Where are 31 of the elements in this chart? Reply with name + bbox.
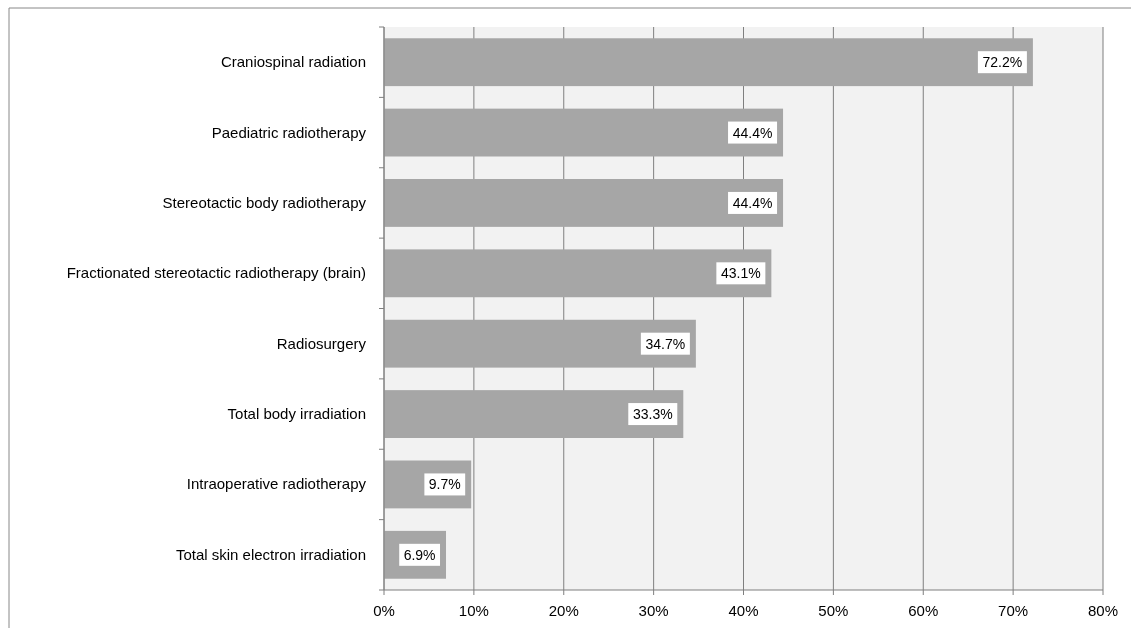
y-tick-label: Total skin electron irradiation — [175, 545, 366, 563]
bar — [384, 249, 772, 298]
y-tick-label: Intraoperative radiotherapy — [186, 475, 367, 493]
data-label: 6.9% — [403, 546, 436, 563]
x-tick-label: 70% — [998, 602, 1029, 619]
x-tick-label: 20% — [548, 602, 579, 619]
bar — [384, 319, 696, 368]
data-label: 9.7% — [428, 476, 461, 493]
y-tick-label: Fractionated stereotactic radiotherapy (brain) — [66, 264, 366, 282]
x-tick-label: 0% — [373, 602, 395, 619]
data-label: 34.7% — [645, 335, 686, 352]
bar — [384, 179, 784, 227]
x-tick-label: 80% — [1087, 602, 1119, 619]
x-tick-label: 60% — [908, 602, 939, 619]
data-label: 72.2% — [982, 54, 1023, 71]
bar — [384, 108, 784, 157]
x-tick-label: 40% — [728, 602, 759, 619]
data-label: 44.4% — [732, 124, 773, 141]
y-tick-label: Paediatric radiotherapy — [211, 123, 367, 141]
bar — [384, 38, 1033, 87]
y-tick-label: Craniospinal radiation — [220, 53, 366, 71]
x-tick-label: 50% — [818, 602, 849, 619]
data-label: 43.1% — [721, 265, 761, 282]
data-label: 33.3% — [632, 406, 673, 423]
x-tick-label: 30% — [638, 602, 669, 619]
y-tick-label: Total body irradiation — [227, 405, 366, 423]
bar — [384, 390, 684, 438]
x-tick-label: 10% — [458, 602, 489, 619]
y-tick-label: Radiosurgery — [276, 334, 367, 352]
data-label: 44.4% — [732, 194, 773, 211]
y-tick-label: Stereotactic body radiotherapy — [162, 193, 367, 211]
